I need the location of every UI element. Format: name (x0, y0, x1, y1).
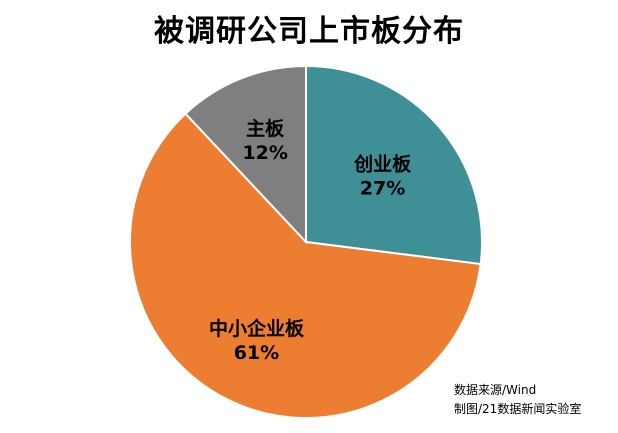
source-text: 数据来源/Wind (454, 383, 537, 397)
source-note: 数据来源/Wind 制图/21数据新闻实验室 (454, 381, 581, 419)
chart-title: 被调研公司上市板分布 (154, 14, 464, 49)
pie-slices (129, 64, 483, 419)
pie-slice-1 (305, 64, 483, 266)
pie-slice-label-1: 创业板 (353, 152, 412, 175)
pie-slice-value-2: 61% (234, 342, 279, 364)
pie-slice-label-3: 主板 (246, 117, 285, 140)
credit-text: 制图/21数据新闻实验室 (454, 402, 582, 416)
pie-slice-2 (129, 112, 482, 419)
pie-slice-value-3: 12% (242, 142, 287, 164)
pie-slice-value-1: 27% (360, 177, 405, 199)
pie-slice-3 (184, 64, 307, 245)
pie-slice-label-2: 中小企业板 (209, 317, 305, 340)
